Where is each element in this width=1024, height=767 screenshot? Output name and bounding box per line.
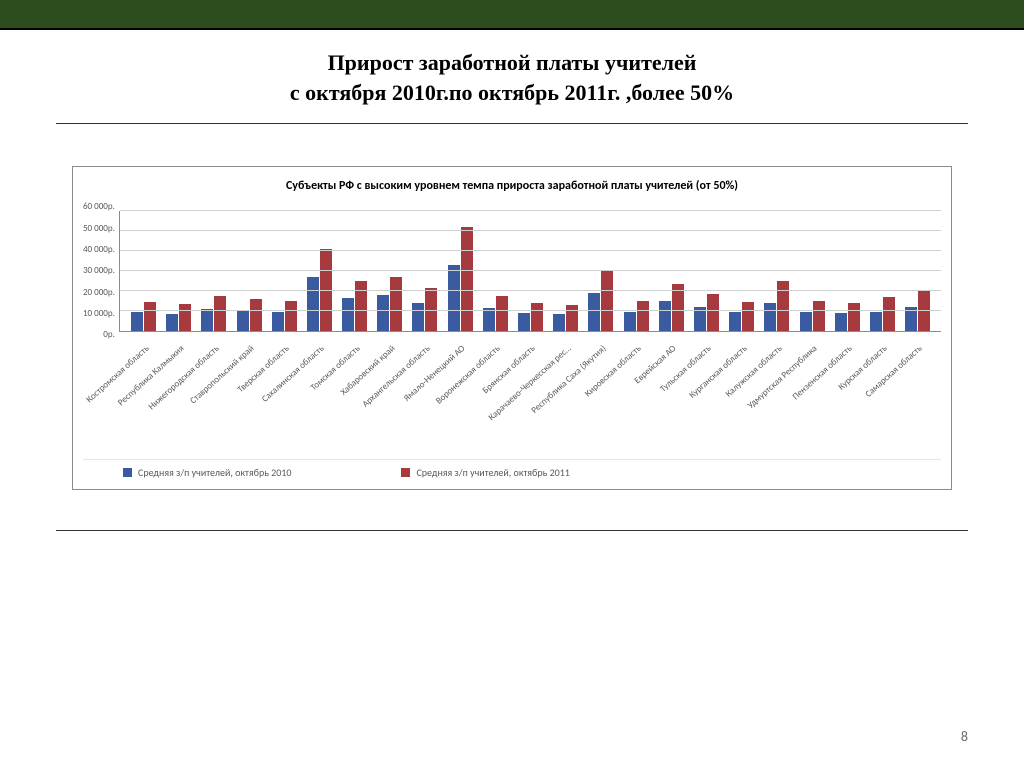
- bar: [355, 281, 367, 331]
- bar: [237, 310, 249, 331]
- legend-item-2010: Средняя з/п учителей, октябрь 2010: [123, 466, 291, 479]
- bar: [764, 303, 776, 331]
- x-label-slot: Самарская область: [900, 335, 935, 455]
- y-axis: 60 000р.50 000р.40 000р.30 000р.20 000р.…: [83, 207, 119, 335]
- grid-line: [120, 290, 941, 291]
- bar-group: [865, 211, 900, 331]
- bar: [250, 299, 262, 331]
- bar: [483, 308, 495, 331]
- bar-group: [548, 211, 583, 331]
- bar: [144, 302, 156, 331]
- bar: [848, 303, 860, 331]
- legend: Средняя з/п учителей, октябрь 2010 Средн…: [83, 459, 941, 481]
- bar: [179, 304, 191, 331]
- chart-container: Субъекты РФ с высоким уровнем темпа прир…: [72, 166, 952, 490]
- bar: [624, 312, 636, 332]
- grid-line: [120, 250, 941, 251]
- legend-item-2011: Средняя з/п учителей, октябрь 2011: [401, 466, 569, 479]
- chart-title: Субъекты РФ с высоким уровнем темпа прир…: [83, 179, 941, 193]
- legend-swatch-2010: [123, 468, 132, 477]
- bar: [201, 309, 213, 331]
- bar: [285, 301, 297, 331]
- divider-bottom: [56, 530, 968, 531]
- bar-group: [126, 211, 161, 331]
- bar: [813, 301, 825, 331]
- bar: [742, 302, 754, 331]
- top-accent-bar: [0, 0, 1024, 30]
- bar-group: [161, 211, 196, 331]
- bar-group: [231, 211, 266, 331]
- bar-group: [302, 211, 337, 331]
- bar: [659, 301, 671, 331]
- bar: [448, 265, 460, 331]
- x-label-slot: Еврейская АО: [654, 335, 689, 455]
- bar: [390, 277, 402, 331]
- bar-group: [900, 211, 935, 331]
- bar: [461, 227, 473, 331]
- bar-group: [337, 211, 372, 331]
- bar: [777, 281, 789, 331]
- bar-group: [478, 211, 513, 331]
- bar: [412, 303, 424, 331]
- x-axis-labels: Костромская областьРеспублика КалмыкияНи…: [120, 335, 941, 455]
- bar-group: [372, 211, 407, 331]
- bar-group: [654, 211, 689, 331]
- bar: [214, 296, 226, 331]
- bar-group: [759, 211, 794, 331]
- bar: [272, 312, 284, 332]
- bar: [588, 293, 600, 331]
- legend-label-2011: Средняя з/п учителей, октябрь 2011: [416, 466, 569, 479]
- bar: [637, 301, 649, 331]
- bar: [531, 303, 543, 331]
- bar: [672, 284, 684, 331]
- x-label-slot: Кировская область: [618, 335, 653, 455]
- bar: [553, 314, 565, 331]
- bar-group: [443, 211, 478, 331]
- slide-content: Прирост заработной платы учителей с октя…: [0, 30, 1024, 531]
- grid-line: [120, 310, 941, 311]
- bar: [131, 312, 143, 331]
- grid-line: [120, 270, 941, 271]
- divider-top: [56, 123, 968, 124]
- bar: [870, 312, 882, 331]
- bar-group: [267, 211, 302, 331]
- bar: [377, 295, 389, 331]
- x-label-slot: Пензенская область: [829, 335, 864, 455]
- bar: [518, 313, 530, 331]
- grid-line: [120, 210, 941, 211]
- x-label-slot: Сахалинская область: [302, 335, 337, 455]
- legend-label-2010: Средняя з/п учителей, октябрь 2010: [138, 466, 291, 479]
- title-line-2: с октября 2010г.по октябрь 2011г. ,более…: [56, 78, 968, 108]
- bar-group: [689, 211, 724, 331]
- plot-area: [119, 211, 941, 332]
- page-title: Прирост заработной платы учителей с октя…: [56, 48, 968, 107]
- bar-group: [583, 211, 618, 331]
- bar: [566, 305, 578, 331]
- bar: [496, 296, 508, 331]
- page-number: 8: [961, 728, 968, 745]
- bar: [601, 271, 613, 331]
- bar-group: [794, 211, 829, 331]
- grid-line: [120, 230, 941, 231]
- x-label: Костромская область: [84, 343, 151, 405]
- bar: [342, 298, 354, 331]
- bar: [729, 312, 741, 331]
- title-line-1: Прирост заработной платы учителей: [56, 48, 968, 78]
- bar: [166, 314, 178, 332]
- bars-layer: [120, 211, 941, 331]
- bar-group: [196, 211, 231, 331]
- bar: [835, 313, 847, 331]
- bar: [800, 312, 812, 332]
- bar-group: [830, 211, 865, 331]
- bar: [307, 277, 319, 331]
- bar: [707, 294, 719, 331]
- legend-swatch-2011: [401, 468, 410, 477]
- bar-group: [618, 211, 653, 331]
- bar: [883, 297, 895, 331]
- bar-group: [513, 211, 548, 331]
- bar-group: [407, 211, 442, 331]
- plot-wrap: 60 000р.50 000р.40 000р.30 000р.20 000р.…: [83, 211, 941, 335]
- bar-group: [724, 211, 759, 331]
